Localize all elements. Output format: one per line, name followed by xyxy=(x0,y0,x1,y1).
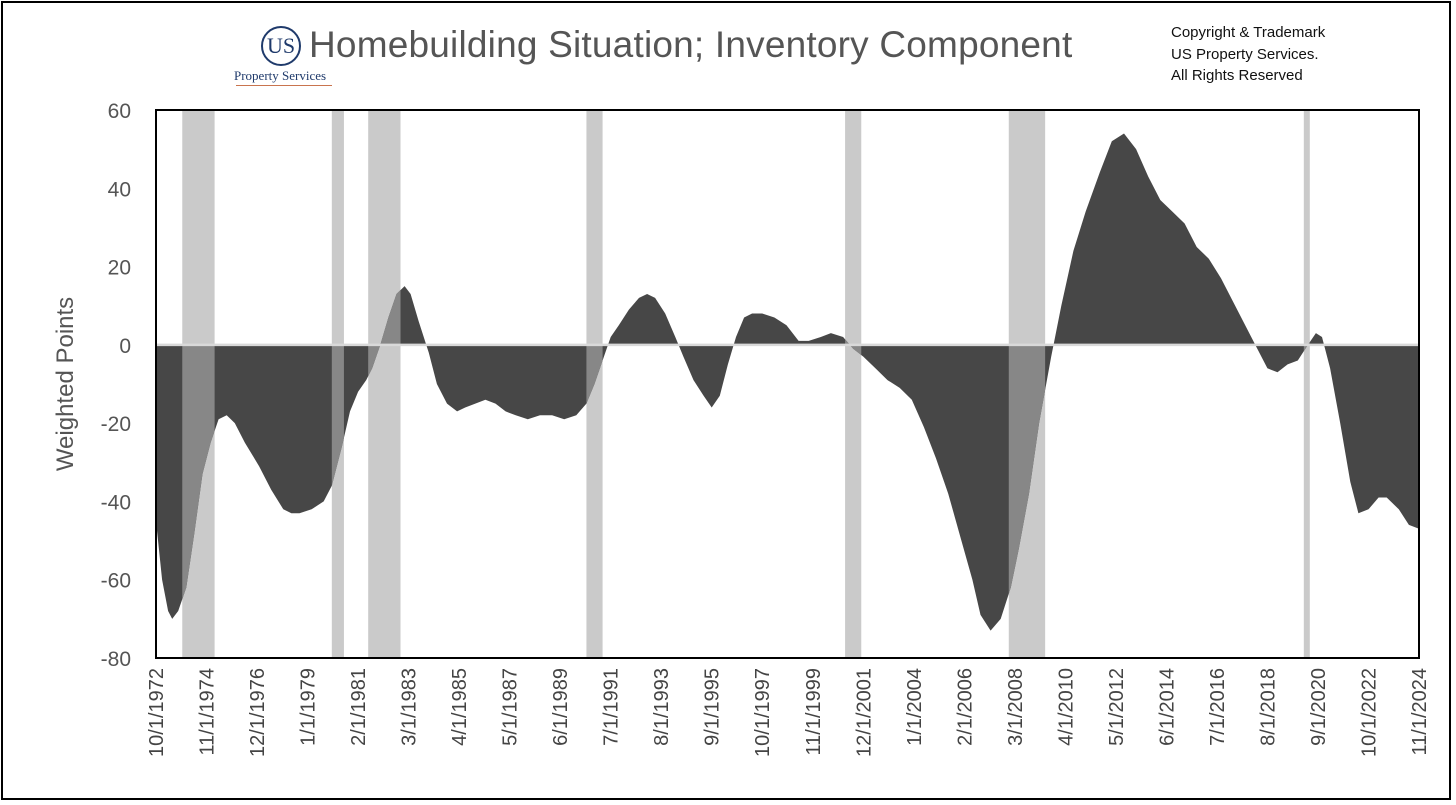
x-tick-label: 8/1/1993 xyxy=(651,668,673,746)
x-tick-label: 12/1/2001 xyxy=(853,668,875,757)
x-tick-label: 2/1/1981 xyxy=(348,668,370,746)
copyright-line-2: US Property Services. xyxy=(1171,45,1319,63)
x-tick-label: 6/1/2014 xyxy=(1156,668,1178,746)
x-tick-label: 11/1/2024 xyxy=(1409,668,1431,756)
recession-band-4 xyxy=(586,110,603,658)
copyright-notice: Copyright & Trademark US Property Servic… xyxy=(1171,22,1325,87)
x-tick-label: 5/1/1987 xyxy=(500,668,522,746)
recession-band-7 xyxy=(1303,110,1310,658)
inventory-area-path xyxy=(156,133,1419,631)
company-logo: US Property Services xyxy=(234,26,334,88)
x-tick-label: 11/1/1999 xyxy=(803,668,825,756)
x-tick-label: 4/1/2010 xyxy=(1055,668,1077,746)
chart-title: Homebuilding Situation; Inventory Compon… xyxy=(309,24,1073,65)
x-tick-label: 7/1/2016 xyxy=(1207,668,1229,746)
x-tick-label: 10/1/1972 xyxy=(146,668,168,757)
y-axis-label: Weighted Points xyxy=(52,297,79,471)
y-tick-label: -60 xyxy=(101,570,131,593)
y-tick-label: -80 xyxy=(101,648,131,671)
y-axis-ticks: 60 40 20 0 -20 -40 -60 -80 xyxy=(101,100,131,671)
y-tick-label: 20 xyxy=(108,257,131,280)
x-tick-label: 11/1/1974 xyxy=(197,668,219,756)
y-tick-label: 60 xyxy=(108,100,131,123)
x-tick-label: 3/1/2008 xyxy=(1005,668,1027,746)
y-tick-label: -20 xyxy=(101,413,131,436)
logo-mark: US xyxy=(261,26,301,66)
recession-band-3 xyxy=(368,110,401,658)
x-tick-label: 2/1/2006 xyxy=(954,668,976,746)
x-tick-label: 9/1/2020 xyxy=(1308,668,1330,746)
x-tick-label: 10/1/2022 xyxy=(1359,668,1381,757)
logo-subtitle: Property Services xyxy=(234,68,327,83)
logo-underline xyxy=(236,85,332,86)
x-tick-label: 1/1/1979 xyxy=(298,668,320,746)
x-axis-ticks: 10/1/1972 11/1/1974 12/1/1976 1/1/1979 2/1/1… xyxy=(146,668,1431,757)
x-tick-label: 5/1/2012 xyxy=(1106,668,1128,746)
x-tick-label: 8/1/2018 xyxy=(1257,668,1279,746)
x-tick-label: 12/1/1976 xyxy=(247,668,269,757)
inventory-area xyxy=(156,133,1419,631)
x-tick-label: 4/1/1985 xyxy=(449,668,471,746)
recession-band-5 xyxy=(845,110,862,658)
x-tick-label: 1/1/2004 xyxy=(904,668,926,746)
x-tick-label: 3/1/1983 xyxy=(399,668,421,746)
plot-border xyxy=(155,109,1420,659)
y-tick-label: -40 xyxy=(101,491,131,514)
copyright-line-1: Copyright & Trademark xyxy=(1171,24,1326,41)
x-tick-label: 10/1/1997 xyxy=(752,668,774,757)
x-tick-label: 7/1/1991 xyxy=(601,668,623,746)
y-tick-label: 0 xyxy=(119,335,131,358)
copyright-line-3: All Rights Reserved xyxy=(1171,67,1303,84)
x-tick-label: 9/1/1995 xyxy=(702,668,724,746)
x-tick-label: 6/1/1989 xyxy=(550,668,572,746)
y-tick-label: 40 xyxy=(108,178,131,201)
